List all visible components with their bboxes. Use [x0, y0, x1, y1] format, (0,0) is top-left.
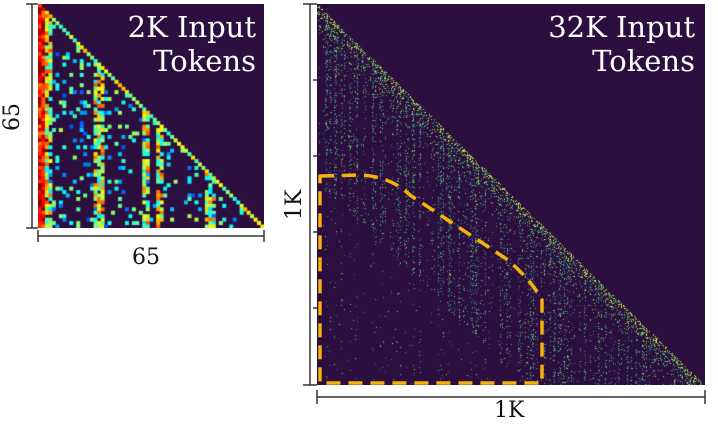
small-y-axis-label: 65 — [0, 103, 25, 131]
small-x-axis — [37, 230, 265, 242]
small-y-axis — [26, 3, 38, 229]
large-x-axis — [316, 390, 706, 404]
attention-map-2k: 2K Input Tokens — [38, 4, 264, 228]
large-y-axis-label: 1K — [282, 189, 307, 220]
attention-map-32k: 32K Input Tokens — [317, 4, 705, 385]
small-x-axis-label: 65 — [132, 245, 160, 270]
attention-heatmap-2k — [38, 4, 264, 228]
highlight-region-outline — [318, 173, 544, 385]
panel-title-2k: 2K Input Tokens — [127, 10, 256, 78]
panel-title-32k: 32K Input Tokens — [548, 10, 695, 78]
large-x-axis-label: 1K — [494, 398, 525, 423]
large-y-axis — [303, 3, 317, 386]
attention-heatmap-32k — [317, 4, 705, 385]
